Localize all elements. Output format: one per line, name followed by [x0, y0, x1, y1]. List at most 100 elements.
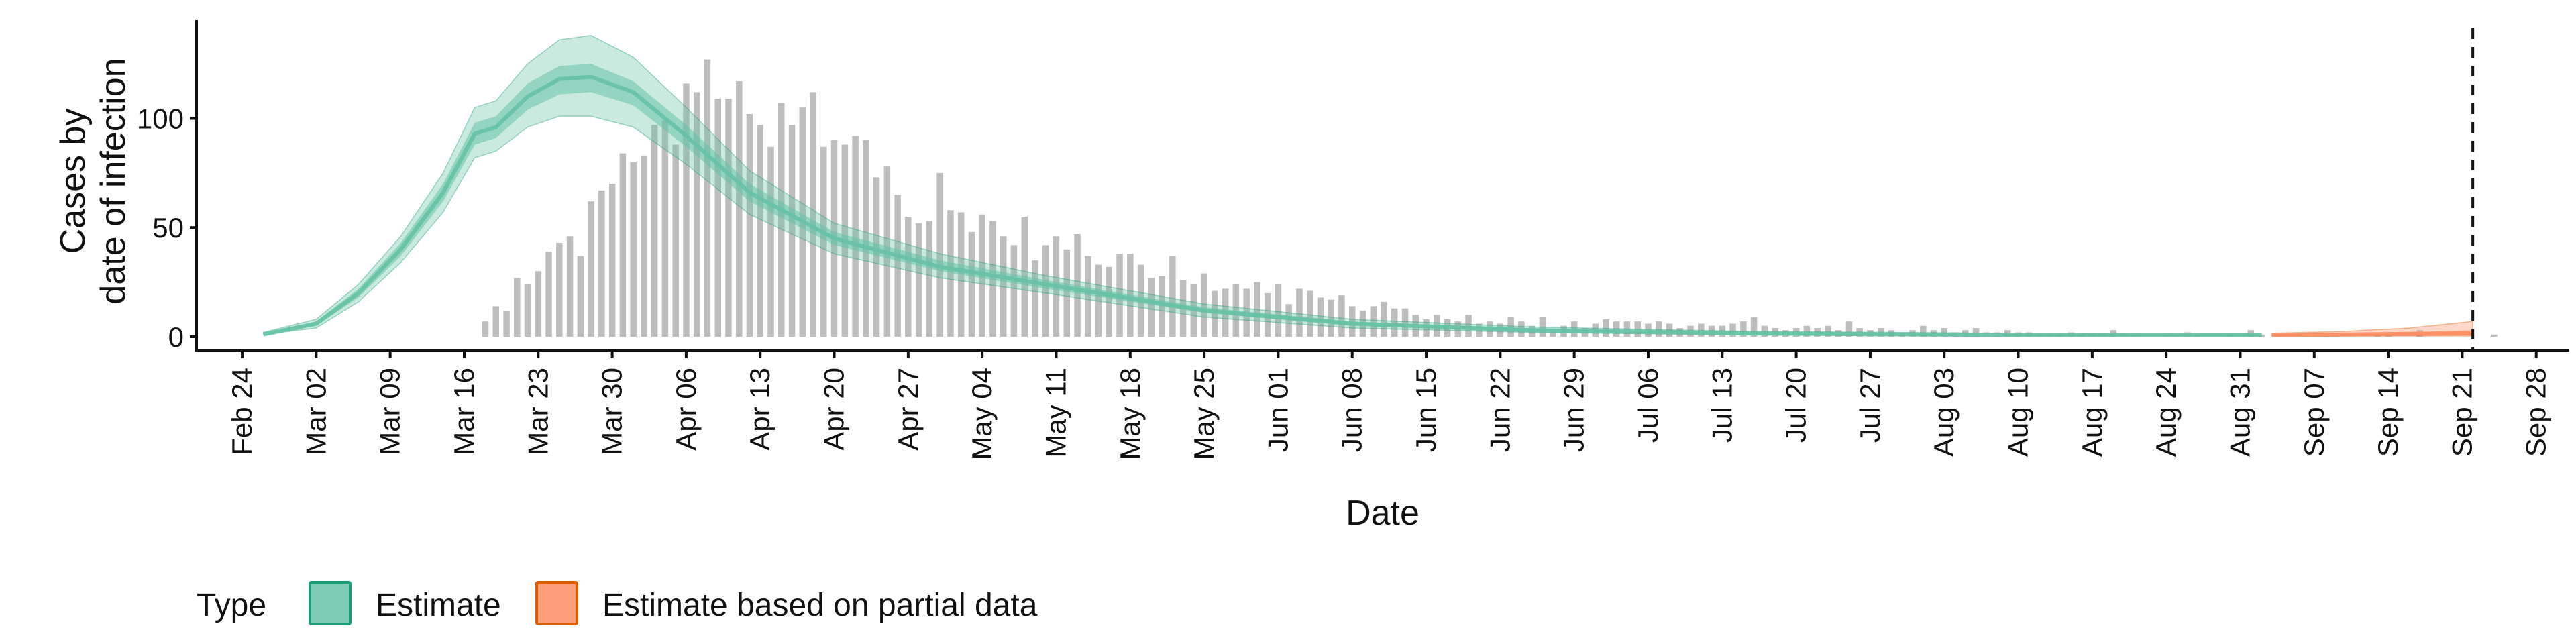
x-tick-label: Jul 27: [1854, 368, 1886, 443]
observed-bar: [1063, 249, 1070, 337]
x-axis-title: Date: [1346, 494, 1419, 533]
observed-bar: [810, 92, 816, 337]
y-tick-label: 100: [137, 103, 184, 134]
observed-bar: [1391, 308, 1398, 337]
observed-bar: [767, 146, 774, 337]
x-tick-label: Mar 30: [596, 368, 628, 455]
observed-bar: [1972, 328, 1980, 337]
x-tick-label: Aug 03: [1928, 368, 1960, 457]
observed-bar: [1042, 245, 1049, 337]
observed-bar: [503, 310, 510, 337]
x-tick-label: Sep 07: [2298, 368, 2330, 457]
observed-bar: [1328, 299, 1334, 337]
observed-bar: [1169, 256, 1176, 337]
observed-bar: [947, 210, 954, 337]
observed-bar: [926, 221, 933, 337]
x-tick-label: Sep 14: [2372, 368, 2404, 457]
observed-bar: [608, 184, 616, 337]
observed-bar: [725, 99, 732, 337]
observed-bar: [1212, 290, 1218, 337]
x-tick-label: Aug 31: [2224, 368, 2255, 457]
observed-bar: [1000, 236, 1007, 337]
observed-bar: [672, 144, 679, 337]
observed-bar: [566, 236, 574, 337]
x-axis-ticks: Feb 24 Mar 02 Mar 09 Mar 16 Mar 23 Mar 30 Apr …: [226, 350, 2552, 460]
observed-bar: [556, 243, 563, 337]
observed-bar: [894, 195, 901, 337]
observed-bar: [1370, 306, 1377, 337]
observed-bar: [1729, 323, 1736, 337]
median-line-partial: [2271, 331, 2473, 337]
observed-bar: [1761, 325, 1768, 337]
legend-swatch-estimate: [309, 581, 352, 625]
observed-bar: [598, 190, 605, 337]
observed-bar: [1095, 264, 1102, 337]
observed-bar: [1254, 282, 1260, 337]
x-tick-label: Apr 06: [670, 368, 702, 451]
observed-bar: [915, 223, 922, 337]
x-tick-label: Mar 23: [522, 368, 553, 455]
observed-bar: [1381, 301, 1387, 337]
observed-bar: [1285, 304, 1292, 337]
observed-bar: [1148, 278, 1155, 337]
x-tick-label: Feb 24: [226, 368, 258, 455]
observed-bar: [492, 306, 499, 337]
observed-bar: [788, 125, 796, 337]
observed-bar: [1656, 321, 1662, 337]
observed-bar: [2258, 334, 2265, 337]
observed-bar: [2491, 334, 2498, 337]
observed-bar: [1085, 256, 1091, 337]
observed-bar: [1317, 297, 1324, 337]
x-tick-label: May 25: [1188, 368, 1220, 460]
x-tick-label: May 18: [1114, 368, 1146, 460]
observed-bar: [1920, 325, 1927, 337]
observed-bar: [1307, 290, 1313, 337]
observed-bar: [873, 177, 880, 337]
x-tick-label: May 11: [1040, 368, 1071, 458]
observed-bar: [905, 217, 912, 337]
x-tick-label: Jul 13: [1706, 368, 1737, 443]
y-axis-title-line-1: Cases by: [54, 109, 93, 254]
x-tick-label: Apr 20: [818, 368, 850, 451]
observed-bar: [1465, 315, 1472, 337]
x-tick-label: Mar 02: [300, 368, 331, 455]
x-tick-label: Aug 24: [2150, 368, 2182, 457]
observed-bar: [524, 284, 531, 337]
y-axis-title: Cases by date of infection: [54, 58, 133, 304]
observed-bar: [820, 146, 827, 337]
observed-bar: [514, 278, 521, 337]
observed-bar: [1032, 260, 1038, 337]
x-tick-label: Aug 17: [2076, 368, 2108, 457]
observed-bar: [1296, 288, 1303, 337]
observed-bar: [1338, 295, 1345, 337]
x-tick-label: Jun 15: [1410, 368, 1442, 452]
x-tick-label: May 04: [966, 368, 998, 460]
legend-title: Type: [197, 588, 266, 623]
observed-bar: [757, 125, 763, 337]
observed-bar: [852, 136, 859, 337]
observed-bar: [1613, 321, 1620, 337]
y-tick-label: 50: [152, 212, 184, 244]
estimate-bands: [262, 35, 2473, 337]
observed-bar: [1634, 321, 1641, 337]
observed-bar: [1740, 321, 1747, 337]
y-axis-ticks: 0 50 100: [137, 103, 197, 353]
observed-bar: [661, 120, 669, 337]
observed-bar: [1349, 306, 1356, 337]
observed-bar: [1401, 308, 1409, 337]
observed-bar: [1845, 321, 1853, 337]
y-axis-title-line-2: date of infection: [94, 58, 133, 304]
observed-bar: [619, 153, 627, 337]
x-tick-label: Jul 20: [1780, 368, 1812, 443]
observed-bar: [704, 59, 711, 337]
observed-bar: [1507, 317, 1514, 337]
legend-label-estimate: Estimate: [376, 588, 501, 623]
x-tick-label: Jun 08: [1336, 368, 1368, 452]
observed-bar: [1201, 273, 1208, 337]
x-tick-label: Apr 27: [892, 368, 924, 451]
observed-bar: [968, 231, 975, 337]
observed-bar: [936, 172, 943, 337]
observed-bar: [651, 125, 658, 337]
x-tick-label: Apr 13: [744, 368, 775, 451]
